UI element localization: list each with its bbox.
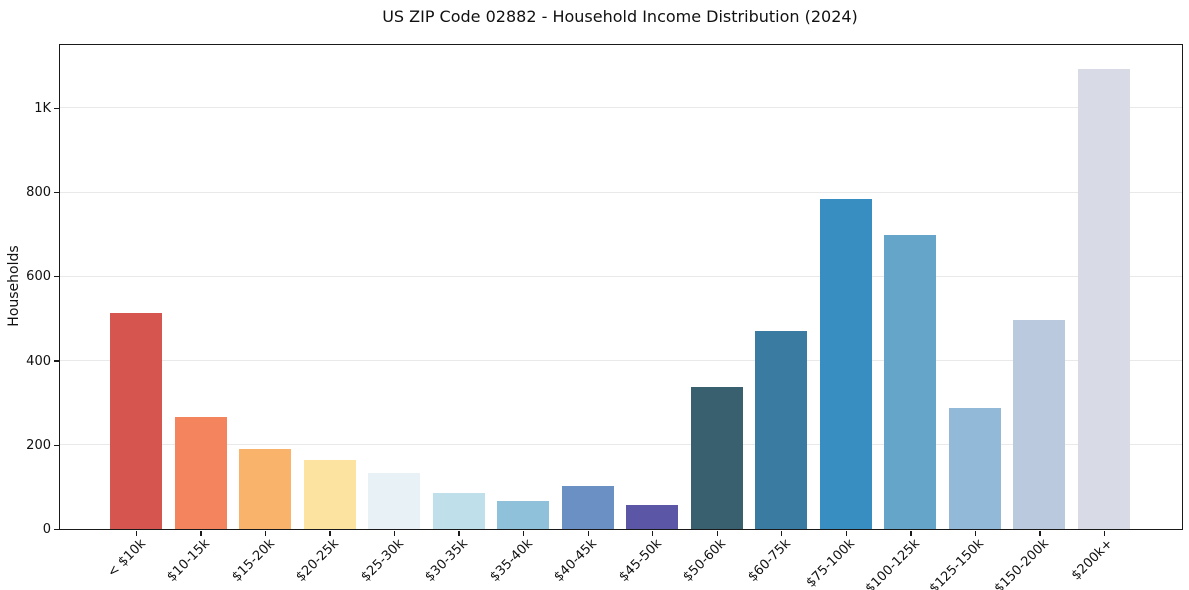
bar [239, 449, 292, 529]
bar [110, 313, 162, 529]
gridline [60, 444, 1182, 446]
x-tick-mark [1103, 531, 1106, 536]
y-tick-mark [54, 360, 59, 362]
x-tick-label: $100-125k [862, 536, 923, 590]
y-tick-label: 1K [34, 100, 51, 116]
x-tick-mark [781, 531, 783, 536]
x-tick-mark [974, 531, 977, 536]
x-tick-label: $25-30k [358, 536, 407, 585]
bar [948, 408, 1001, 529]
bar [303, 459, 356, 529]
x-tick-label: $125-150k [927, 536, 988, 590]
x-tick-label: $30-35k [422, 536, 472, 585]
x-tick-label: $20-25k [293, 536, 342, 585]
x-tick-label: $150-200k [991, 536, 1052, 590]
x-tick-mark [1039, 531, 1041, 536]
x-tick-mark [200, 531, 202, 536]
y-tick-mark [54, 528, 59, 531]
x-tick-label: $45-50k [616, 536, 665, 585]
x-tick-label: $50-60k [680, 536, 730, 585]
x-tick-label: $15-20k [228, 536, 278, 585]
bar [819, 199, 872, 529]
plot-area [59, 44, 1183, 530]
y-tick-label: 800 [26, 185, 51, 200]
y-tick-label: 400 [26, 353, 51, 369]
x-tick-mark [329, 531, 331, 536]
x-tick-label: $40-45k [551, 536, 601, 585]
x-tick-mark [587, 531, 589, 536]
bar [174, 416, 227, 529]
y-tick-label: 600 [26, 269, 51, 285]
bar [884, 235, 937, 529]
y-tick-label: 200 [26, 437, 51, 453]
x-tick-label: < $10k [104, 536, 149, 581]
x-tick-mark [716, 531, 718, 536]
y-tick-mark [54, 191, 59, 194]
x-tick-label: $60-75k [745, 536, 794, 585]
x-tick-label: $200k+ [1069, 536, 1117, 584]
x-tick-label: $35-40k [487, 536, 536, 585]
x-tick-mark [910, 531, 912, 536]
bar [497, 501, 550, 529]
x-tick-mark [393, 531, 396, 536]
bar [1013, 319, 1066, 529]
bar [626, 504, 679, 529]
x-tick-mark [264, 531, 267, 536]
y-tick-mark [54, 276, 59, 278]
bar [561, 486, 614, 529]
bar [690, 387, 743, 529]
gridline [60, 107, 1182, 109]
x-tick-mark [845, 531, 848, 536]
bar [432, 493, 485, 529]
gridline [60, 275, 1182, 277]
bar [1077, 69, 1130, 529]
x-tick-mark [458, 531, 460, 536]
bar [368, 472, 421, 529]
x-tick-label: $75-100k [803, 536, 859, 590]
x-tick-mark [652, 531, 654, 536]
chart-title: US ZIP Code 02882 - Household Income Dis… [382, 7, 858, 26]
y-tick-mark [54, 444, 59, 446]
x-tick-mark [522, 531, 525, 536]
y-tick-mark [54, 107, 59, 109]
gridline [60, 360, 1182, 361]
x-tick-mark [135, 531, 138, 536]
y-tick-label: 0 [42, 522, 51, 537]
y-axis-label: Households [6, 245, 22, 327]
bar [755, 330, 808, 529]
x-tick-label: $10-15k [164, 536, 213, 585]
gridline [60, 191, 1182, 193]
